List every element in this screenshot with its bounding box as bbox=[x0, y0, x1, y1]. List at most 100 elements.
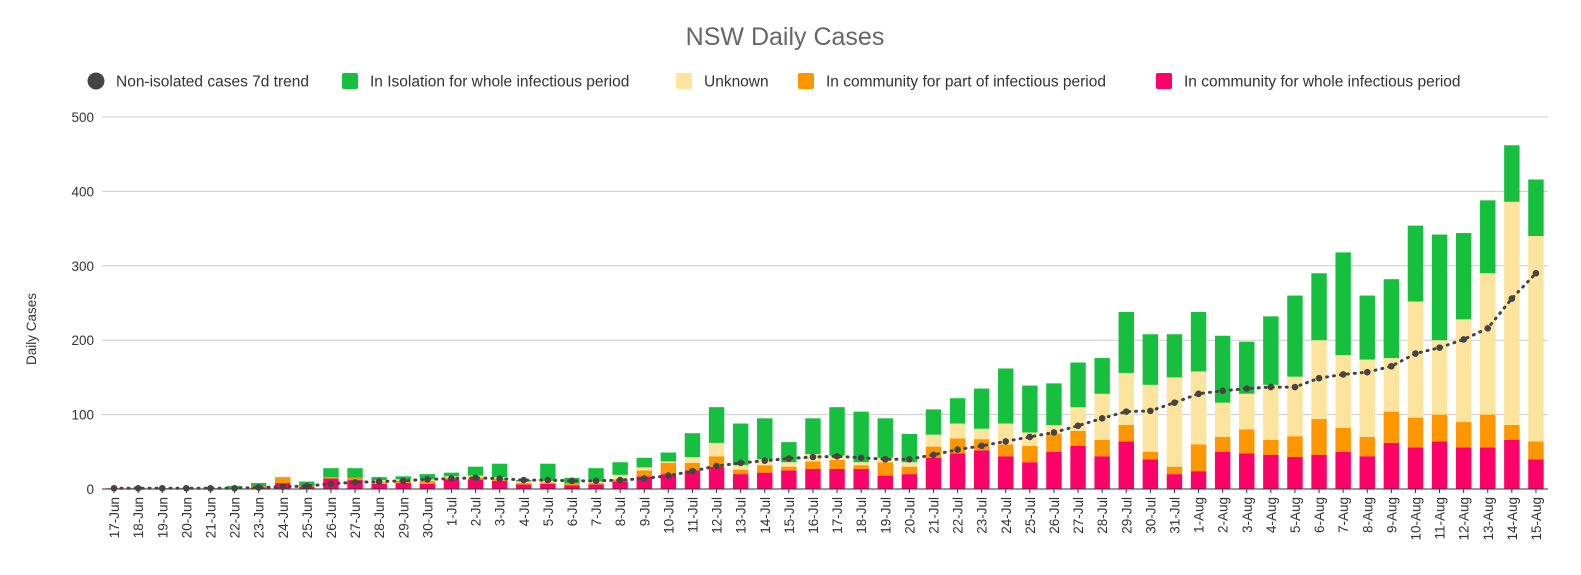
trend-point bbox=[1267, 383, 1275, 391]
y-tick-label: 300 bbox=[71, 259, 94, 274]
trend-point bbox=[568, 477, 576, 485]
x-tick-label: 15-Aug bbox=[1529, 497, 1544, 541]
bar-segment bbox=[1166, 466, 1183, 475]
bar-segment bbox=[1239, 341, 1255, 394]
bar-segment bbox=[1142, 451, 1159, 460]
bar-segment bbox=[1480, 200, 1496, 274]
bar-segment bbox=[757, 418, 773, 460]
bar-segment bbox=[323, 468, 339, 478]
bar-segment bbox=[853, 465, 869, 469]
trend-polyline bbox=[112, 271, 1538, 490]
bar-segment bbox=[1118, 441, 1134, 489]
bar-segment bbox=[1431, 340, 1448, 415]
x-tick-label: 31-Jul bbox=[1167, 497, 1182, 534]
x-tick-label: 3-Jul bbox=[493, 497, 508, 526]
bar-segment bbox=[949, 453, 966, 489]
bar-segment bbox=[1239, 453, 1255, 489]
bar-segment bbox=[467, 479, 484, 489]
x-tick-label: 19-Jul bbox=[878, 497, 893, 534]
bar-segment bbox=[1022, 385, 1038, 433]
bar-segment bbox=[660, 462, 677, 475]
legend-label: Non-isolated cases 7d trend bbox=[116, 74, 309, 91]
bar-segment bbox=[973, 428, 990, 440]
bar-segment bbox=[757, 472, 773, 489]
trend-point bbox=[1291, 383, 1299, 391]
trend-point bbox=[689, 467, 696, 475]
bar-segment bbox=[347, 468, 363, 478]
y-tick-label: 0 bbox=[86, 482, 94, 497]
legend-marker bbox=[342, 73, 358, 89]
trend-point bbox=[110, 484, 118, 492]
trend-point bbox=[1339, 371, 1347, 378]
bar-segment bbox=[323, 477, 339, 479]
legend: Non-isolated cases 7d trend In Isolation … bbox=[87, 72, 1461, 91]
x-tick-label: 12-Jul bbox=[710, 497, 725, 534]
bar-segment bbox=[925, 457, 942, 489]
bar-segment bbox=[998, 423, 1014, 445]
x-tick-label: 13-Aug bbox=[1481, 497, 1496, 541]
x-tick-label: 1-Jul bbox=[444, 497, 459, 526]
bar-segment bbox=[1190, 471, 1207, 489]
x-tick-label: 9-Aug bbox=[1384, 497, 1399, 533]
trend-point bbox=[785, 455, 793, 462]
bar-segment bbox=[1528, 236, 1544, 442]
trend-point bbox=[303, 482, 311, 490]
legend-item[interactable]: In community for part of infectious peri… bbox=[798, 73, 1106, 91]
bar-segment bbox=[1118, 372, 1134, 426]
legend-item[interactable]: Unknown bbox=[676, 73, 769, 91]
trend-point bbox=[375, 478, 383, 485]
bar-segment bbox=[660, 452, 677, 462]
legend-item[interactable]: Non-isolated cases 7d trend bbox=[87, 72, 310, 91]
trend-point bbox=[1195, 390, 1202, 398]
trend-point bbox=[737, 459, 744, 467]
bar-segment bbox=[516, 484, 532, 489]
bar-segment bbox=[877, 475, 893, 489]
x-tick-label: 1-Aug bbox=[1192, 497, 1207, 533]
trend-point bbox=[1532, 269, 1540, 277]
x-tick-label: 14-Aug bbox=[1505, 497, 1520, 541]
bar-segment bbox=[1455, 233, 1472, 320]
x-tick-label: 23-Jun bbox=[252, 497, 267, 538]
y-tick-label: 500 bbox=[71, 110, 94, 125]
bar-segment bbox=[998, 444, 1014, 457]
trend-point bbox=[1315, 374, 1323, 382]
bar-segment bbox=[781, 462, 797, 467]
bar-segment bbox=[1455, 319, 1472, 423]
bar-segment bbox=[1287, 295, 1303, 377]
bar-segment bbox=[443, 479, 460, 489]
bar-segment bbox=[1455, 422, 1472, 448]
trend-point bbox=[327, 480, 335, 488]
bar-segment bbox=[684, 470, 701, 489]
bar-segment bbox=[708, 442, 725, 457]
legend-item[interactable]: In community for whole infectious period bbox=[1156, 73, 1461, 91]
trend-point bbox=[207, 484, 214, 492]
trend-point bbox=[954, 446, 961, 453]
bar-segment bbox=[1335, 355, 1351, 428]
y-tick-label: 200 bbox=[71, 333, 94, 348]
x-tick-label: 22-Jun bbox=[228, 497, 243, 538]
bar-segment bbox=[1094, 358, 1110, 394]
bar-segment bbox=[1094, 439, 1110, 457]
bar-segment bbox=[732, 423, 749, 466]
trend-point bbox=[809, 453, 817, 461]
bar-segment bbox=[1263, 439, 1279, 455]
x-tick-label: 11-Jul bbox=[685, 497, 700, 533]
bar-segment bbox=[1504, 439, 1520, 489]
x-tick-label: 24-Jul bbox=[999, 497, 1014, 534]
bar-segment bbox=[1528, 441, 1544, 460]
x-tick-label: 23-Jul bbox=[975, 497, 990, 534]
x-tick-label: 18-Jun bbox=[131, 497, 146, 538]
bar-segment bbox=[1070, 445, 1086, 489]
bar-segment bbox=[612, 462, 628, 475]
bar-segment bbox=[925, 434, 942, 447]
bar-segment bbox=[419, 483, 436, 489]
bar-segment bbox=[973, 450, 990, 489]
gridlines bbox=[102, 116, 1548, 416]
x-tick-label: 17-Jul bbox=[830, 497, 845, 534]
trend-point bbox=[1363, 368, 1371, 376]
y-tick-label: 400 bbox=[71, 184, 94, 199]
bar-segment bbox=[1480, 447, 1496, 489]
legend-item[interactable]: In Isolation for whole infectious period bbox=[342, 73, 629, 91]
bar-segment bbox=[491, 480, 508, 489]
